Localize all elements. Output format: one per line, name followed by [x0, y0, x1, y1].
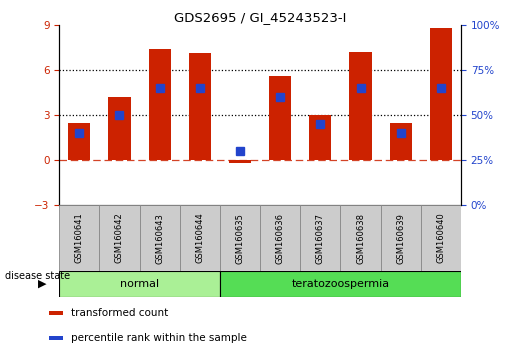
Bar	[99, 205, 140, 271]
Text: GSM160638: GSM160638	[356, 212, 365, 264]
Text: GSM160636: GSM160636	[276, 212, 285, 264]
Bar	[189, 53, 211, 160]
Bar	[49, 311, 63, 315]
Bar	[180, 205, 220, 271]
Bar	[381, 205, 421, 271]
Text: normal: normal	[120, 279, 159, 289]
Bar	[229, 160, 251, 163]
Bar	[68, 122, 90, 160]
Bar	[300, 205, 340, 271]
Bar	[109, 97, 130, 160]
Text: percentile rank within the sample: percentile rank within the sample	[71, 333, 247, 343]
Text: GSM160640: GSM160640	[436, 213, 445, 263]
Bar	[59, 271, 220, 297]
Bar	[59, 205, 99, 271]
Bar	[149, 49, 170, 160]
Text: ▶: ▶	[38, 279, 46, 289]
Bar	[49, 336, 63, 340]
Text: transformed count: transformed count	[71, 308, 168, 318]
Text: GSM160642: GSM160642	[115, 213, 124, 263]
Bar	[310, 115, 331, 160]
Bar	[350, 52, 371, 160]
Text: disease state: disease state	[5, 270, 70, 280]
Bar	[269, 76, 291, 160]
Text: GSM160637: GSM160637	[316, 212, 325, 264]
Bar	[390, 122, 411, 160]
Bar	[260, 205, 300, 271]
Bar	[140, 205, 180, 271]
Text: teratozoospermia: teratozoospermia	[291, 279, 389, 289]
Bar	[220, 271, 461, 297]
Bar	[430, 28, 452, 160]
Bar	[220, 205, 260, 271]
Bar	[340, 205, 381, 271]
Text: GSM160643: GSM160643	[155, 213, 164, 263]
Text: GSM160644: GSM160644	[195, 213, 204, 263]
Title: GDS2695 / GI_45243523-I: GDS2695 / GI_45243523-I	[174, 11, 346, 24]
Bar	[421, 205, 461, 271]
Text: GSM160641: GSM160641	[75, 213, 84, 263]
Text: GSM160635: GSM160635	[235, 213, 245, 263]
Text: GSM160639: GSM160639	[396, 213, 405, 263]
